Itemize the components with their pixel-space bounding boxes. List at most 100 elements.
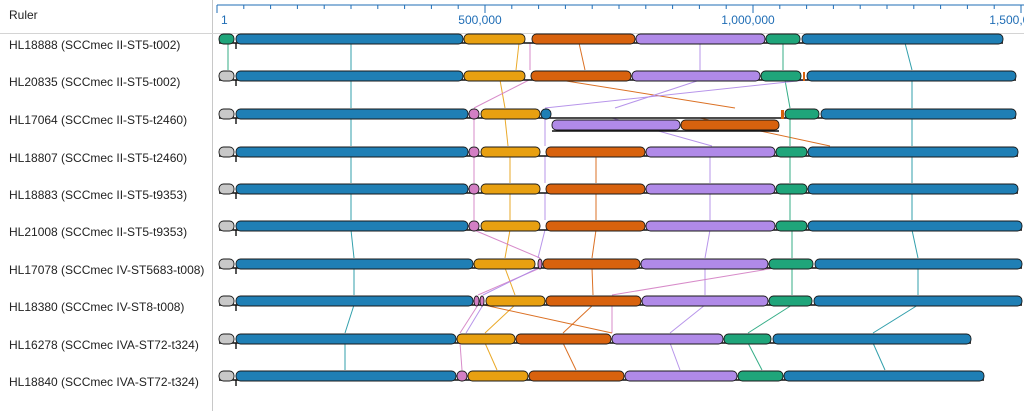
collinear-block[interactable] bbox=[772, 333, 972, 345]
collinear-block[interactable] bbox=[235, 108, 469, 120]
collinear-block[interactable] bbox=[479, 295, 485, 307]
collinear-block[interactable] bbox=[218, 295, 235, 307]
collinear-block[interactable] bbox=[768, 295, 813, 307]
collinear-block[interactable] bbox=[551, 119, 681, 131]
collinear-link bbox=[544, 79, 807, 109]
collinear-block[interactable] bbox=[468, 108, 480, 120]
collinear-block[interactable] bbox=[235, 70, 464, 82]
genome-label[interactable]: HL18888 (SCCmec II-ST5-t002) bbox=[9, 38, 181, 52]
collinear-block[interactable] bbox=[218, 108, 235, 120]
collinear-block[interactable] bbox=[807, 146, 1019, 158]
collinear-block[interactable] bbox=[645, 146, 776, 158]
collinear-block[interactable] bbox=[218, 333, 235, 345]
genome-label[interactable]: HL20835 (SCCmec II-ST5-t002) bbox=[9, 75, 181, 89]
collinear-block[interactable] bbox=[463, 70, 526, 82]
collinear-block[interactable] bbox=[456, 333, 516, 345]
genome-label[interactable]: HL18883 (SCCmec II-ST5-t9353) bbox=[9, 188, 188, 202]
collinear-block[interactable] bbox=[542, 258, 641, 270]
collinear-block[interactable] bbox=[235, 183, 469, 195]
collinear-block[interactable] bbox=[641, 295, 769, 307]
collinear-block[interactable] bbox=[775, 146, 808, 158]
ruler-tick-label: 1,000,000 bbox=[721, 13, 775, 27]
collinear-block[interactable] bbox=[218, 146, 235, 158]
collinear-block[interactable] bbox=[807, 183, 1019, 195]
collinear-block[interactable] bbox=[480, 108, 541, 120]
collinear-block[interactable] bbox=[814, 258, 1023, 270]
collinear-block[interactable] bbox=[775, 220, 808, 232]
collinear-block[interactable] bbox=[645, 220, 776, 232]
genome-track bbox=[218, 258, 1023, 274]
collinear-block[interactable] bbox=[640, 258, 769, 270]
alignment-view[interactable]: 1500,0001,000,0001,500,0002,000,0002,500… bbox=[213, 0, 1024, 411]
collinear-block[interactable] bbox=[635, 33, 766, 45]
collinear-block[interactable] bbox=[820, 108, 1017, 120]
collinear-block[interactable] bbox=[765, 33, 801, 45]
collinear-block[interactable] bbox=[545, 183, 646, 195]
genome-label[interactable]: HL18807 (SCCmec II-ST5-t2460) bbox=[9, 151, 188, 165]
collinear-block[interactable] bbox=[235, 146, 469, 158]
collinear-block[interactable] bbox=[235, 370, 457, 382]
collinear-link bbox=[591, 229, 597, 259]
collinear-block[interactable] bbox=[624, 370, 738, 382]
collinear-block[interactable] bbox=[784, 108, 820, 120]
collinear-block[interactable] bbox=[235, 295, 474, 307]
collinear-block[interactable] bbox=[528, 370, 625, 382]
collinear-block[interactable] bbox=[456, 370, 468, 382]
collinear-block[interactable] bbox=[760, 70, 802, 82]
collinear-block[interactable] bbox=[480, 183, 541, 195]
collinear-block[interactable] bbox=[218, 183, 235, 195]
collinear-block[interactable] bbox=[545, 220, 646, 232]
collinear-block[interactable] bbox=[515, 333, 612, 345]
collinear-block[interactable] bbox=[468, 146, 480, 158]
collinear-block[interactable] bbox=[473, 295, 480, 307]
collinear-block[interactable] bbox=[480, 146, 541, 158]
collinear-block[interactable] bbox=[485, 295, 546, 307]
collinear-block[interactable] bbox=[775, 183, 808, 195]
collinear-link bbox=[578, 42, 586, 71]
collinear-block[interactable] bbox=[813, 295, 1023, 307]
collinear-block[interactable] bbox=[783, 370, 985, 382]
genome-label[interactable]: HL18840 (SCCmec IVA-ST72-t324) bbox=[9, 375, 199, 389]
collinear-block[interactable] bbox=[235, 33, 464, 45]
collinear-block[interactable] bbox=[545, 295, 642, 307]
collinear-block[interactable] bbox=[531, 33, 636, 45]
collinear-block[interactable] bbox=[723, 333, 772, 345]
collinear-block[interactable] bbox=[218, 70, 235, 82]
collinear-block[interactable] bbox=[806, 70, 1017, 82]
collinear-block[interactable] bbox=[680, 119, 780, 131]
collinear-block[interactable] bbox=[468, 220, 480, 232]
collinear-block[interactable] bbox=[737, 370, 784, 382]
genome-label[interactable]: HL16278 (SCCmec IVA-ST72-t324) bbox=[9, 338, 199, 352]
collinear-block[interactable] bbox=[537, 258, 543, 270]
genome-label[interactable]: HL17064 (SCCmec II-ST5-t2460) bbox=[9, 113, 188, 127]
collinear-block[interactable] bbox=[235, 220, 469, 232]
collinear-block[interactable] bbox=[540, 108, 552, 120]
collinear-block[interactable] bbox=[463, 33, 526, 45]
collinear-block[interactable] bbox=[801, 33, 1004, 45]
genome-label[interactable]: HL21008 (SCCmec II-ST5-t9353) bbox=[9, 225, 188, 239]
collinear-block[interactable] bbox=[645, 183, 776, 195]
collinear-link bbox=[872, 304, 919, 334]
ruler: 1500,0001,000,0001,500,0002,000,0002,500… bbox=[216, 4, 1024, 27]
collinear-block[interactable] bbox=[218, 33, 235, 45]
collinear-link bbox=[562, 304, 594, 334]
collinear-block[interactable] bbox=[473, 258, 536, 270]
collinear-block[interactable] bbox=[467, 370, 529, 382]
collinear-block[interactable] bbox=[611, 333, 724, 345]
collinear-block[interactable] bbox=[807, 220, 1023, 232]
collinear-block[interactable] bbox=[218, 370, 235, 382]
collinear-block[interactable] bbox=[218, 258, 235, 270]
collinear-block[interactable] bbox=[631, 70, 761, 82]
collinear-block[interactable] bbox=[480, 220, 541, 232]
genome-tracks bbox=[218, 33, 1023, 386]
collinear-block[interactable] bbox=[768, 258, 814, 270]
collinear-link bbox=[484, 342, 498, 371]
collinear-block[interactable] bbox=[468, 183, 480, 195]
collinear-block[interactable] bbox=[545, 146, 646, 158]
genome-label[interactable]: HL17078 (SCCmec IV-ST5683-t008) bbox=[9, 263, 205, 277]
genome-label[interactable]: HL18380 (SCCmec IV-ST8-t008) bbox=[9, 300, 185, 314]
collinear-block[interactable] bbox=[235, 258, 474, 270]
collinear-block[interactable] bbox=[235, 333, 457, 345]
collinear-block[interactable] bbox=[530, 70, 632, 82]
collinear-block[interactable] bbox=[218, 220, 235, 232]
